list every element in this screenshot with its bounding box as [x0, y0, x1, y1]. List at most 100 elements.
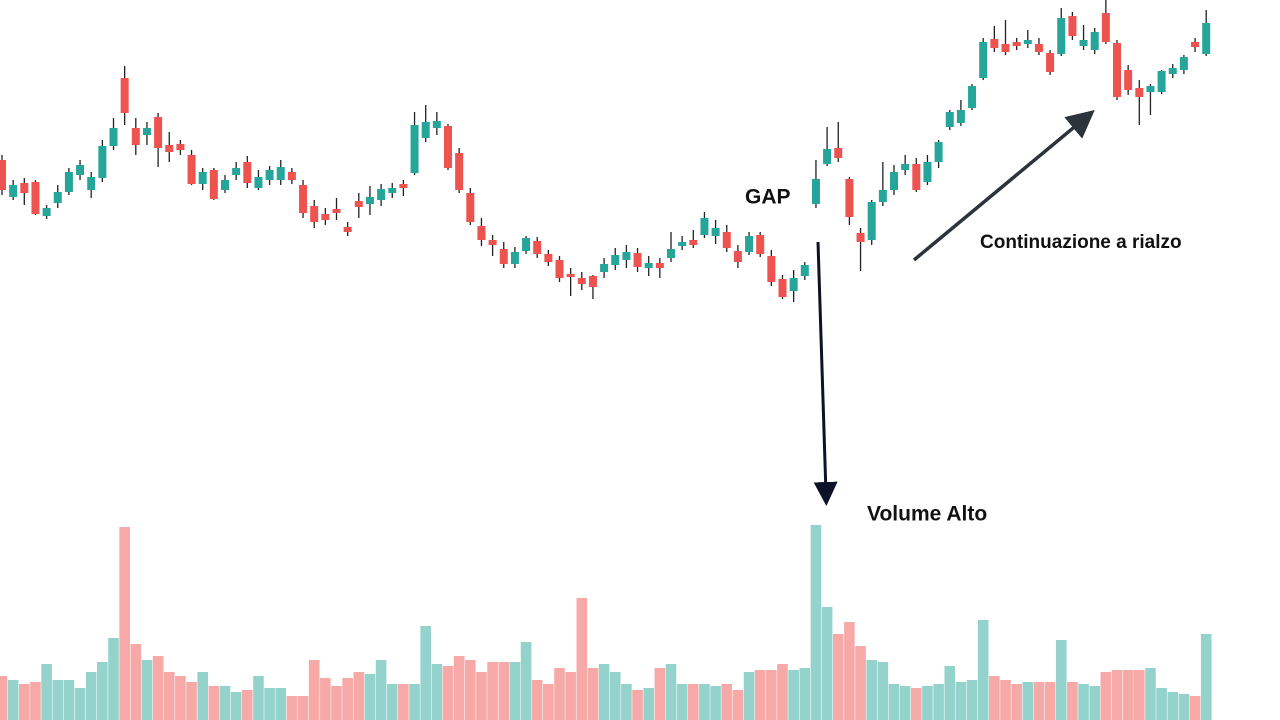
- volume-bar: [665, 664, 677, 720]
- annotation: Continuazione a rialzo: [980, 232, 1182, 253]
- volume-bar: [1145, 668, 1156, 720]
- volume-bar: [933, 684, 944, 720]
- candle-body: [600, 264, 609, 272]
- candle-body: [332, 209, 341, 213]
- candle-body: [243, 162, 252, 183]
- candle-body: [1090, 32, 1099, 50]
- volume-bar: [431, 664, 443, 720]
- volume-bar: [1055, 640, 1067, 720]
- volume-bar: [197, 672, 208, 720]
- volume-bar: [30, 682, 41, 720]
- candle-body: [31, 182, 40, 214]
- candle-body: [1124, 70, 1133, 90]
- volume-bar: [353, 672, 365, 720]
- marks: [0, 0, 1212, 720]
- candle-body: [455, 153, 464, 190]
- candle-body: [9, 185, 18, 197]
- volume-bar: [844, 622, 855, 720]
- candle-body: [544, 254, 553, 262]
- candle-body: [1057, 18, 1066, 54]
- volume-bar: [1067, 682, 1078, 720]
- volume-bar: [119, 527, 130, 720]
- volume-bar: [219, 686, 231, 720]
- volume-bar: [944, 666, 956, 720]
- candle-body: [87, 177, 96, 190]
- volume-bar: [85, 672, 97, 720]
- volume-bar: [587, 668, 599, 720]
- candle-body: [410, 125, 419, 173]
- volume-bar: [264, 688, 275, 720]
- volume-bar: [19, 684, 30, 720]
- volume-bar: [1167, 692, 1179, 720]
- volume-bar: [487, 662, 498, 720]
- volume-bar: [420, 626, 431, 720]
- volume-bar: [1134, 670, 1145, 720]
- candle-body: [689, 240, 698, 245]
- candle-body: [968, 86, 977, 108]
- volume-bar: [7, 680, 19, 720]
- volume-bar: [632, 690, 643, 720]
- volume-bar: [465, 660, 476, 720]
- candle-body: [756, 235, 765, 254]
- volume-bar: [52, 680, 64, 720]
- candle-body: [655, 263, 664, 268]
- candle-body: [1202, 23, 1211, 54]
- candle-body: [254, 177, 263, 188]
- volume-bar: [732, 690, 744, 720]
- candle-body: [53, 192, 62, 203]
- candle-body: [722, 232, 731, 248]
- volume-bar: [699, 684, 710, 720]
- candle-body: [979, 42, 988, 78]
- volume-bar: [911, 688, 922, 720]
- candle-body: [276, 167, 285, 180]
- volume-bar: [108, 638, 119, 720]
- candle-body: [522, 238, 531, 251]
- candle-body: [867, 202, 876, 240]
- candle-body: [934, 142, 943, 162]
- candle-body: [198, 172, 207, 184]
- candle-body: [321, 214, 330, 220]
- volume-bar: [453, 656, 465, 720]
- candle-body: [667, 249, 675, 258]
- volume-bar: [1011, 684, 1022, 720]
- volume-bar: [476, 672, 487, 720]
- candle-body: [365, 197, 374, 204]
- volume-bar: [888, 684, 900, 720]
- volume-bar: [810, 525, 822, 720]
- candle-body: [388, 188, 397, 193]
- volume-bar: [899, 686, 911, 720]
- volume-bar: [208, 686, 220, 720]
- volume-bar: [409, 684, 420, 720]
- candle-body: [343, 227, 352, 232]
- volume-bar: [676, 684, 688, 720]
- volume-bar: [74, 688, 86, 720]
- candle-body: [488, 240, 497, 245]
- volume-bar: [386, 684, 398, 720]
- volume-bar: [175, 676, 186, 720]
- volume-bar: [754, 670, 766, 720]
- candle-body: [399, 184, 408, 188]
- candle-body: [209, 170, 218, 199]
- volume-bar: [63, 680, 75, 720]
- arrow-up: [912, 110, 1095, 262]
- volume-bar: [1022, 682, 1034, 720]
- annotation: Volume Alto: [867, 503, 987, 526]
- volume-bar: [1178, 694, 1190, 720]
- volume-bar: [520, 642, 532, 720]
- candle-body: [444, 126, 452, 168]
- candle-body: [1168, 68, 1177, 74]
- volume-bar: [320, 678, 331, 720]
- volume-bar: [498, 662, 510, 720]
- volume-bar: [442, 666, 454, 720]
- candle-body: [120, 78, 129, 113]
- volume-bar: [866, 660, 877, 720]
- candle-body: [499, 249, 508, 264]
- candle-body: [912, 164, 921, 190]
- volume-bar: [531, 680, 543, 720]
- volume-bar: [565, 672, 576, 720]
- candle-body: [1157, 71, 1166, 92]
- volume-bar: [788, 670, 799, 720]
- candle-body: [221, 180, 229, 190]
- volume-bar: [130, 644, 142, 720]
- candle-body: [845, 179, 854, 217]
